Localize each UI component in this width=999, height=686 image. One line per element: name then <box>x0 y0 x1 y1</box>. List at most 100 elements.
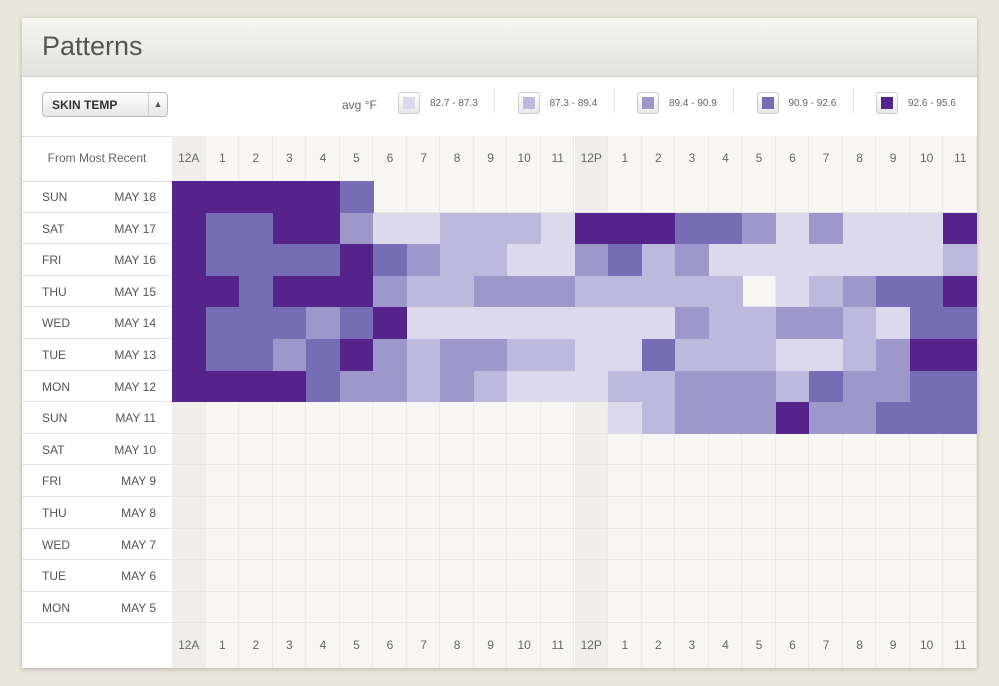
heat-cell <box>943 370 978 403</box>
date-label: MAY 12 <box>114 379 156 394</box>
heat-cell <box>909 402 944 434</box>
heat-cell <box>406 339 441 371</box>
heat-cell <box>440 307 475 339</box>
heat-cell <box>675 307 710 339</box>
heat-cell <box>742 339 777 371</box>
hour-label: 7 <box>822 638 830 653</box>
day-label: SUN <box>42 411 68 426</box>
hour-label: 9 <box>487 638 494 653</box>
hour-label: 4 <box>319 151 327 165</box>
heat-cell <box>842 212 877 245</box>
heat-cell <box>675 275 710 308</box>
heat-cell <box>876 370 911 403</box>
heat-cell <box>943 244 978 276</box>
title: Patterns <box>42 31 143 61</box>
day-label: THU <box>42 284 67 299</box>
heat-cell <box>775 402 810 434</box>
hour-label: 10 <box>919 638 934 653</box>
panel: Patterns SKIN TEMP ▲ avg °F 82.7 - 87.3 87.… <box>22 18 978 668</box>
hour-label: 7 <box>420 638 427 653</box>
heat-cell <box>742 244 777 276</box>
heat-cell <box>842 370 877 403</box>
hour-label: 4 <box>722 151 729 165</box>
date-label: MAY 18 <box>114 190 156 204</box>
heat-cell <box>909 370 944 403</box>
row-line <box>22 496 977 497</box>
heat-cell <box>406 212 441 245</box>
date-label: MAY 14 <box>114 316 156 331</box>
heat-cell <box>842 275 877 308</box>
heat-cell <box>406 275 441 308</box>
heat-cell <box>540 339 575 371</box>
heat-cell <box>205 212 240 245</box>
heat-cell <box>876 307 911 339</box>
hour-label: 6 <box>789 151 796 165</box>
heat-cell <box>809 402 844 434</box>
heat-cell <box>205 339 240 371</box>
hour-label: 6 <box>386 638 394 653</box>
heat-cell <box>909 212 944 245</box>
heat-cell <box>373 307 408 339</box>
hour-label: 9 <box>889 638 897 653</box>
row-line <box>22 559 977 561</box>
heat-cell <box>272 307 307 339</box>
hour-label: 7 <box>420 151 427 165</box>
metric-label: SKIN TEMP <box>52 98 118 112</box>
date-label: MAY 10 <box>114 442 156 457</box>
heat-cell <box>406 370 441 403</box>
heat-cell <box>239 339 274 371</box>
heat-cell <box>339 370 374 403</box>
hour-label: 1 <box>621 638 629 653</box>
row-line <box>22 432 977 434</box>
date-label: MAY 15 <box>114 284 156 299</box>
heat-cell <box>641 307 676 339</box>
heat-cell <box>775 307 810 339</box>
heat-cell <box>373 339 408 371</box>
heat-cell <box>507 212 542 245</box>
heat-cell <box>909 275 944 308</box>
hour-label: 1 <box>218 638 226 653</box>
heat-cell <box>440 212 475 245</box>
legend-separator <box>733 90 734 114</box>
heat-cell <box>473 307 508 339</box>
heat-cell <box>675 244 710 276</box>
heat-cell <box>172 275 207 308</box>
heat-cell <box>675 339 710 371</box>
heat-cell <box>708 307 743 339</box>
hour-label: 7 <box>822 151 830 165</box>
hour-label: 6 <box>789 638 796 653</box>
heat-cell <box>373 212 408 245</box>
metric-select[interactable]: SKIN TEMP ▲ <box>42 92 168 117</box>
heat-cell <box>608 307 643 339</box>
hour-label: 3 <box>286 151 293 165</box>
heat-cell <box>842 244 877 276</box>
heat-cell <box>440 370 475 403</box>
heat-cell <box>406 307 441 339</box>
hour-label: 8 <box>856 151 863 165</box>
heat-cell <box>205 181 240 213</box>
heat-cell <box>809 370 844 403</box>
heat-cell <box>339 212 374 245</box>
heat-cell <box>239 181 274 213</box>
heat-cell <box>574 244 609 276</box>
heat-cell <box>473 370 508 403</box>
heat-cell <box>507 275 542 308</box>
date-label: MAY 5 <box>121 600 156 615</box>
hour-label: 3 <box>286 638 293 653</box>
heat-cell <box>306 339 341 371</box>
day-label: THU <box>42 506 67 520</box>
heat-cell <box>809 275 844 308</box>
hour-label: 3 <box>688 638 696 653</box>
hour-label: 8 <box>453 151 461 165</box>
heat-cell <box>540 370 575 403</box>
day-label: TUE <box>42 348 66 362</box>
heat-cell <box>574 370 609 403</box>
heat-cell <box>473 339 508 371</box>
date-label: MAY 11 <box>115 411 156 426</box>
day-label: SAT <box>42 221 65 236</box>
heat-cell <box>876 275 911 308</box>
heat-cell <box>574 275 609 308</box>
heat-cell <box>339 307 374 339</box>
heat-cell <box>172 244 207 276</box>
